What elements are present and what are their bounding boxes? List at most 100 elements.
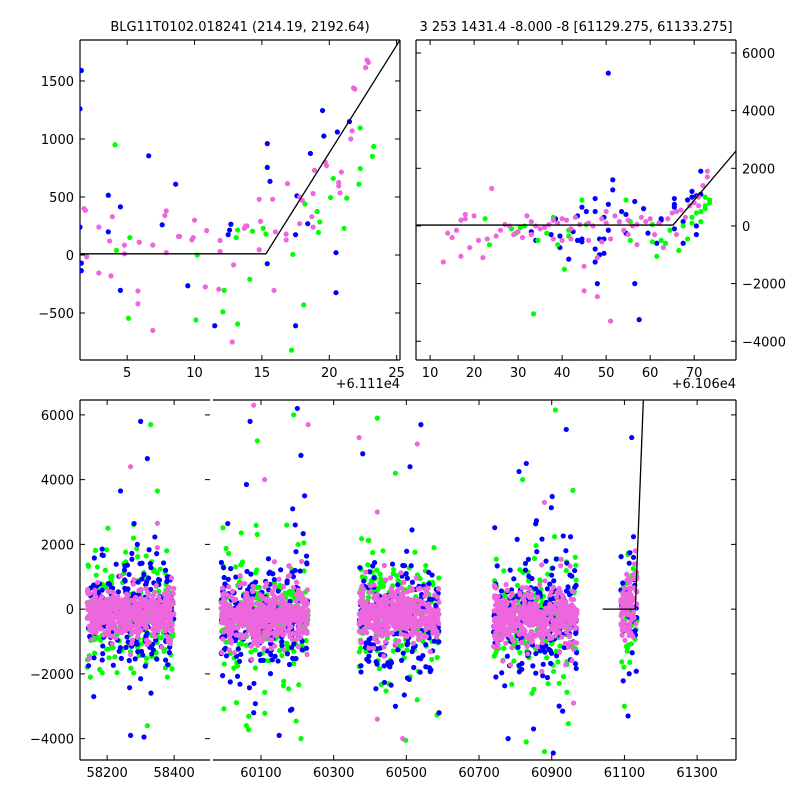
left-panel-point-pink (271, 287, 277, 293)
bottom-point-blue (147, 561, 153, 567)
bottom-point-blue (373, 686, 379, 692)
right-panel-ytick-label: 2000 (742, 162, 775, 177)
bottom-point-pink (152, 623, 158, 629)
bottom-point-pink (119, 597, 125, 603)
bottom-point-green (221, 661, 227, 667)
bottom-point-green (393, 572, 400, 579)
left-panel-point-pink (107, 238, 113, 244)
bottom-point-blue (525, 556, 532, 562)
bottom-point-pink (417, 630, 423, 636)
bottom-point-pink (525, 609, 531, 615)
bottom-point-blue (134, 641, 140, 647)
bottom-point-blue (234, 673, 241, 679)
bottom-point-pink (288, 624, 294, 630)
bottom-point-pink (157, 618, 163, 624)
bottom-point-blue (523, 460, 529, 467)
bottom-point-pink (250, 583, 256, 589)
bottom-point-green (130, 535, 137, 541)
left-panel-point-pink (309, 214, 315, 220)
bottom-point-pink (156, 594, 162, 600)
bottom-point-pink (634, 589, 640, 595)
bottom-point-pink (625, 610, 631, 616)
left-panel-point-pink (299, 197, 305, 204)
bottom-point-blue (548, 660, 554, 667)
bottom-point-pink (398, 570, 404, 576)
right-panel-point-blue (548, 231, 554, 238)
bottom-point-pink (372, 616, 379, 622)
bottom-point-pink (500, 632, 506, 638)
bottom-point-pink (266, 598, 272, 604)
bottom-point-pink (109, 641, 115, 647)
right-panel-point-blue (689, 188, 695, 194)
bottom-point-blue (629, 650, 635, 656)
bottom-point-blue (260, 657, 266, 663)
bottom-point-blue (117, 488, 124, 494)
bottom-point-green (92, 650, 98, 656)
bottom-point-blue (138, 676, 144, 682)
bottom-point-blue (126, 685, 133, 691)
bottom-point-green (284, 522, 290, 528)
bottom-point-pink (502, 625, 509, 632)
bottom-point-pink (358, 638, 364, 644)
left-panel-point-blue (264, 141, 270, 147)
bottom-point-pink (267, 637, 274, 643)
right-panel-point-blue (579, 204, 585, 210)
bottom-point-pink (220, 592, 226, 598)
right-panel-point-blue (592, 246, 598, 252)
bottom-point-green (564, 689, 570, 695)
right-panel-point-pink (555, 220, 561, 226)
bottom-panel-seg1-xtick-label: 60700 (458, 766, 499, 781)
bottom-point-blue (290, 655, 296, 661)
bottom-point-pink (426, 603, 432, 609)
right-panel-ytick-label: 0 (742, 220, 750, 235)
bottom-point-pink (236, 583, 242, 589)
bottom-point-blue (550, 565, 556, 571)
left-panel-point-green (260, 225, 266, 231)
bottom-point-pink (381, 644, 387, 650)
bottom-point-pink (287, 572, 293, 579)
bottom-point-blue (148, 564, 154, 571)
bottom-point-blue (417, 669, 423, 675)
bottom-point-blue (91, 693, 97, 700)
bottom-point-blue (420, 653, 426, 659)
bottom-point-pink (219, 649, 225, 656)
bottom-point-blue (141, 734, 147, 740)
right-panel-point-green (676, 247, 682, 254)
bottom-point-blue (563, 548, 569, 554)
bottom-point-pink (548, 635, 554, 641)
bottom-point-blue (293, 549, 299, 555)
left-panel-point-pink (163, 250, 169, 256)
bottom-point-pink (400, 736, 406, 742)
bottom-point-pink (503, 581, 509, 588)
right-panel-point-pink (625, 231, 631, 238)
bottom-point-blue (560, 533, 566, 539)
left-panel-point-blue (334, 129, 340, 135)
bottom-panel-seg1-xtick-label: 61100 (604, 766, 645, 781)
left-panel-point-green (328, 194, 334, 201)
bottom-point-pink (519, 629, 525, 635)
bottom-point-pink (138, 587, 144, 593)
bottom-point-green (262, 710, 268, 716)
bottom-point-green (391, 566, 397, 573)
bottom-point-blue (514, 536, 520, 542)
right-panel-point-pink (572, 214, 578, 220)
bottom-point-blue (270, 571, 276, 577)
bottom-point-pink (119, 629, 125, 635)
bottom-point-pink (507, 625, 513, 631)
bottom-point-blue (522, 567, 529, 573)
x-offset-right-panel: +6.106e4 (672, 377, 736, 392)
bottom-point-pink (409, 597, 415, 603)
bottom-point-blue (251, 710, 257, 716)
bottom-point-blue (141, 571, 147, 578)
bottom-point-green (285, 643, 291, 649)
bottom-point-blue (278, 567, 284, 573)
bottom-point-pink (246, 627, 252, 633)
bottom-point-pink (381, 653, 387, 659)
bottom-point-pink (356, 621, 362, 628)
left-panel-point-pink (96, 224, 102, 230)
bottom-point-pink (143, 637, 150, 643)
bottom-point-pink (527, 586, 533, 592)
left-panel-ytick-label: 1000 (41, 133, 74, 148)
bottom-point-green (225, 550, 232, 557)
bottom-point-pink (356, 434, 362, 441)
